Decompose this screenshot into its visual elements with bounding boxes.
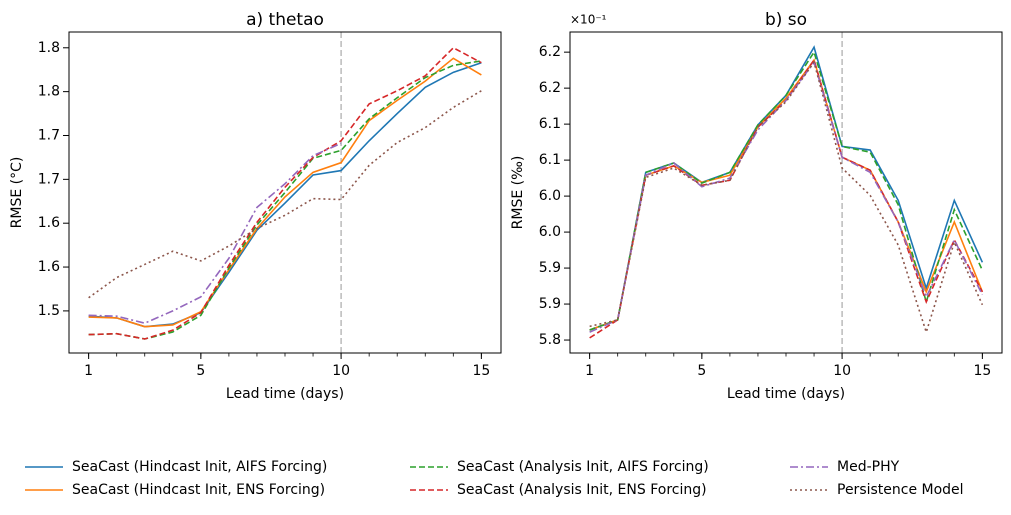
x-axis-label: Lead time (days) xyxy=(727,386,845,402)
offset-label: ×10⁻¹ xyxy=(570,13,607,27)
y-tick-label: 6.0 xyxy=(539,188,561,204)
x-tick-label: 15 xyxy=(973,363,991,379)
legend-label: Persistence Model xyxy=(837,482,964,498)
legend-label: SeaCast (Analysis Init, ENS Forcing) xyxy=(457,482,707,498)
series-line xyxy=(589,50,984,331)
y-axis-label: RMSE (°C) xyxy=(9,157,25,229)
legend-label: Med-PHY xyxy=(837,459,900,475)
legend-label: SeaCast (Analysis Init, AIFS Forcing) xyxy=(457,459,709,475)
y-tick-label: 1.5 xyxy=(38,303,60,319)
y-axis-label: RMSE (‰) xyxy=(510,156,526,230)
chart-title: a) thetao xyxy=(246,10,324,30)
y-tick-label: 1.6 xyxy=(38,259,60,275)
y-tick-label: 5.9 xyxy=(539,260,561,276)
y-tick-label: 6.1 xyxy=(539,152,561,168)
x-tick-label: 15 xyxy=(472,363,490,379)
y-tick-label: 1.8 xyxy=(38,84,60,100)
y-tick-label: 1.7 xyxy=(38,127,60,143)
series-line xyxy=(88,142,342,325)
y-tick-label: 6.1 xyxy=(539,116,561,132)
y-tick-label: 1.8 xyxy=(38,40,60,56)
x-tick-label: 10 xyxy=(332,363,350,379)
plot-frame xyxy=(68,31,502,354)
series-line xyxy=(88,61,482,328)
series-line xyxy=(88,90,482,299)
x-tick-label: 1 xyxy=(84,363,93,379)
series-line xyxy=(88,57,482,328)
y-tick-label: 6.2 xyxy=(539,44,561,60)
y-tick-label: 5.8 xyxy=(539,332,561,348)
series-line xyxy=(589,60,984,333)
x-tick-label: 5 xyxy=(697,363,706,379)
series-line xyxy=(88,60,482,340)
y-tick-label: 6.0 xyxy=(539,224,561,240)
series-line xyxy=(88,46,482,340)
chart-title: b) so xyxy=(765,10,807,30)
x-axis-label: Lead time (days) xyxy=(226,386,344,402)
plot-frame xyxy=(569,31,1003,354)
y-tick-label: 1.7 xyxy=(38,171,60,187)
legend-label: SeaCast (Hindcast Init, AIFS Forcing) xyxy=(72,459,327,475)
x-tick-label: 5 xyxy=(196,363,205,379)
y-tick-label: 1.6 xyxy=(38,215,60,231)
y-tick-label: 5.9 xyxy=(539,296,561,312)
x-tick-label: 1 xyxy=(585,363,594,379)
y-tick-label: 6.2 xyxy=(539,80,561,96)
legend-label: SeaCast (Hindcast Init, ENS Forcing) xyxy=(72,482,325,498)
x-tick-label: 10 xyxy=(833,363,851,379)
series-line xyxy=(589,58,984,339)
